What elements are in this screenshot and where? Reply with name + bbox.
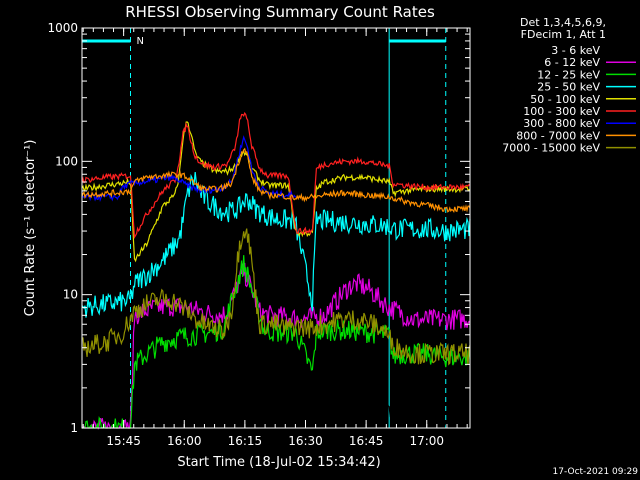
- night-label: N: [137, 36, 144, 47]
- y-axis: 1 10 100 1000: [47, 21, 470, 435]
- legend-entry-label: 100 - 300 keV: [523, 105, 600, 118]
- series-line-8: [81, 228, 471, 366]
- x-axis-label: Start Time (18-Jul-02 15:34:42): [177, 455, 380, 470]
- legend-entry-label: 3 - 6 keV: [551, 44, 600, 57]
- legend-entry-label: 12 - 25 keV: [537, 68, 600, 81]
- series-line-1: [82, 262, 471, 430]
- y-tick-label: 10: [63, 288, 78, 302]
- legend-entry-label: 6 - 12 keV: [544, 56, 600, 69]
- x-tick-label: 15:45: [106, 434, 141, 448]
- x-tick-label: 16:00: [167, 434, 202, 448]
- y-tick-label: 100: [55, 154, 78, 168]
- legend-entry-label: 800 - 7000 keV: [516, 129, 600, 142]
- y-tick-label: 1000: [47, 21, 78, 35]
- x-tick-label: 17:00: [409, 434, 444, 448]
- legend-entry-label: 7000 - 15000 keV: [502, 142, 600, 155]
- timestamp: 17-Oct-2021 09:29: [553, 467, 639, 477]
- x-tick-label: 16:15: [228, 434, 263, 448]
- legend-header: Det 1,3,4,5,6,9,: [520, 16, 606, 29]
- y-tick-label: 1: [70, 421, 78, 435]
- x-tick-label: 16:30: [288, 434, 323, 448]
- plot-series: [81, 111, 471, 430]
- series-line-3: [81, 172, 471, 318]
- legend-entry-label: 50 - 100 keV: [530, 93, 600, 106]
- series-line-6: [81, 135, 297, 202]
- legend-entry-label: 300 - 800 keV: [523, 117, 600, 130]
- legend: Det 1,3,4,5,6,9,FDecim 1, Att 1 3 - 6 keV…: [502, 16, 636, 155]
- y-axis-label: Count Rate (s⁻¹ detector⁻¹): [23, 140, 38, 317]
- x-axis: 15:45 16:00 16:15 16:30 16:45 17:00: [82, 28, 468, 448]
- series-line-5: [81, 111, 471, 239]
- series-line-4: [81, 121, 471, 263]
- legend-header: FDecim 1, Att 1: [521, 28, 606, 41]
- legend-entry-label: 25 - 50 keV: [537, 81, 600, 94]
- chart-title: RHESSI Observing Summary Count Rates: [125, 3, 435, 21]
- series-line-7: [81, 147, 471, 214]
- plot-frame: [81, 27, 471, 429]
- x-tick-label: 16:45: [349, 434, 384, 448]
